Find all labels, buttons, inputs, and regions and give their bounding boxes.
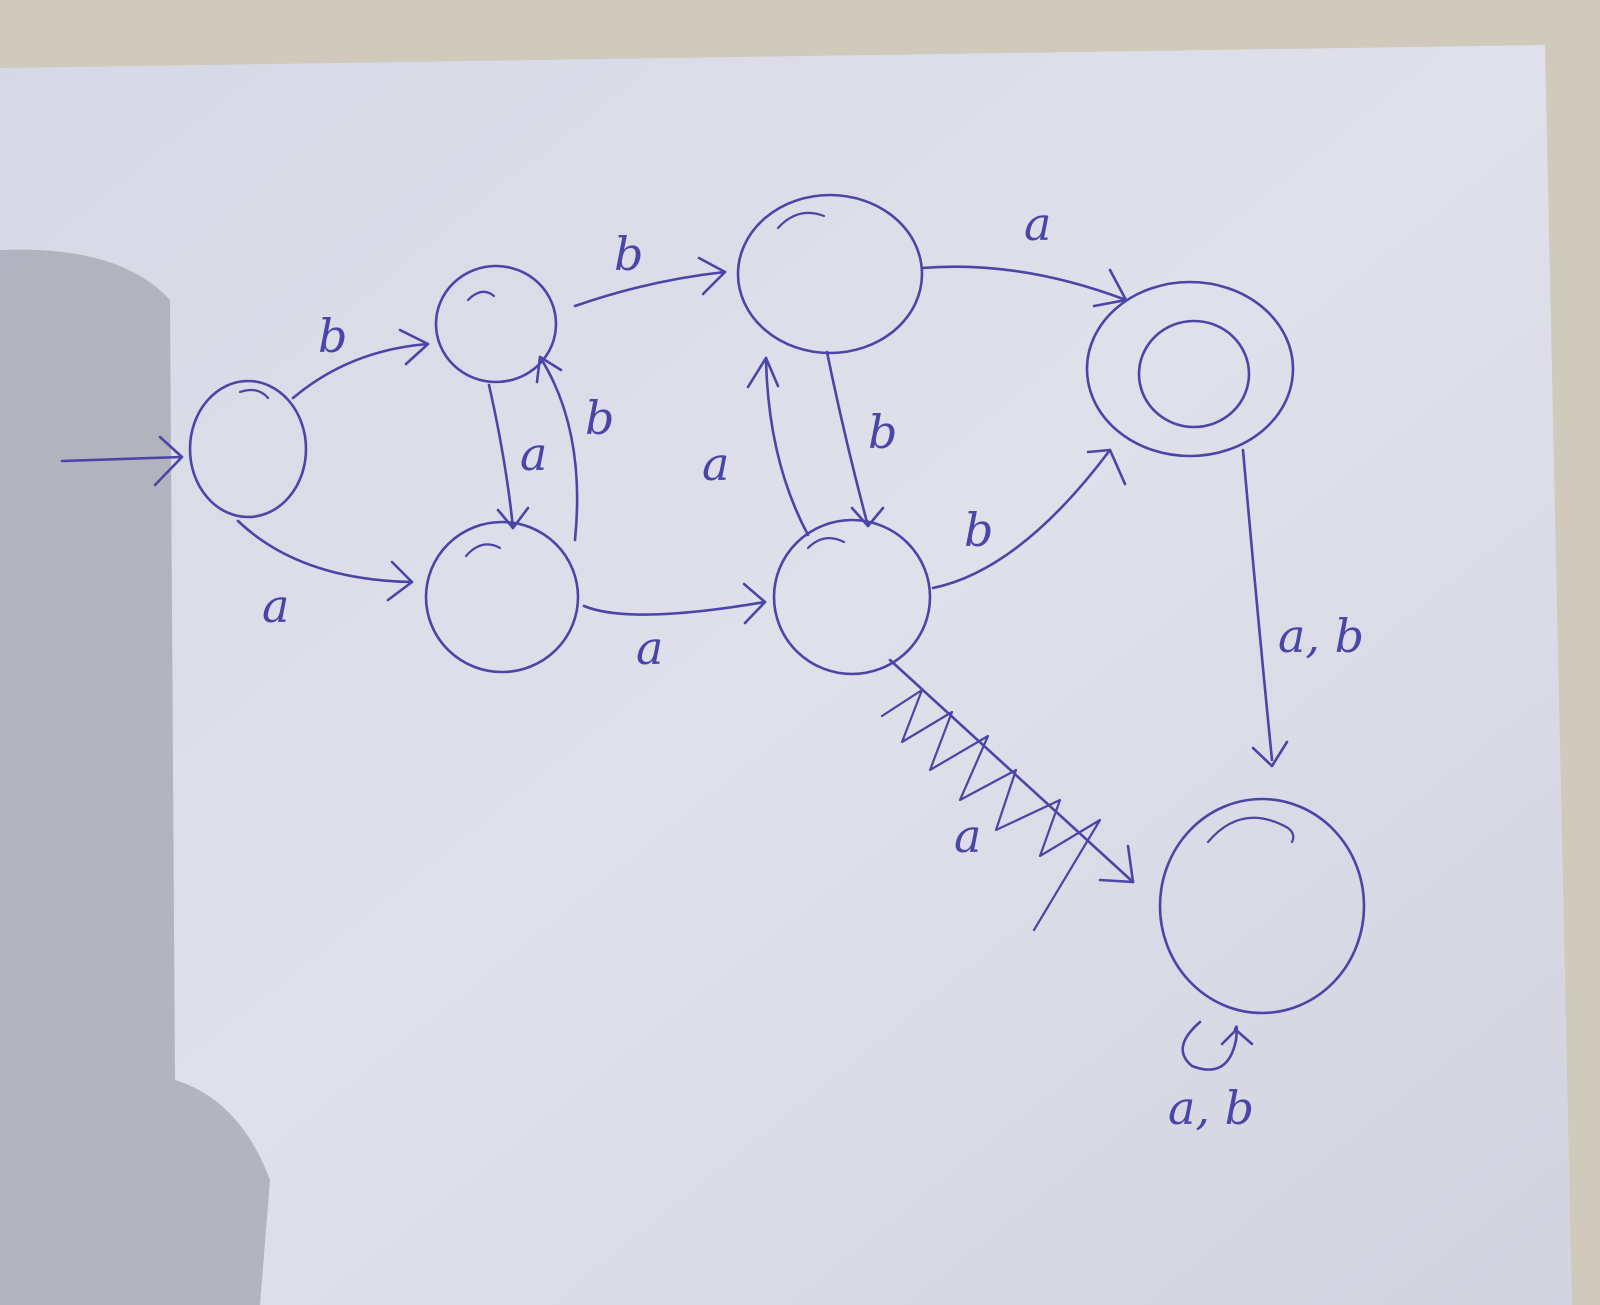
transition-q0-q2 xyxy=(236,519,414,602)
label-q1-q2: a xyxy=(520,427,547,481)
state-q6 xyxy=(1158,797,1366,1015)
transition-q4-q3 xyxy=(746,356,810,537)
state-q3 xyxy=(736,193,924,355)
state-q1 xyxy=(434,264,558,384)
label-q6-self: a, b xyxy=(1168,1081,1254,1135)
transition-q3-q5 xyxy=(920,265,1128,308)
label-q2-q4: a xyxy=(636,621,663,675)
label-q0-q2: a xyxy=(262,579,289,633)
label-q3-q4: b xyxy=(868,405,897,459)
paper-sheet xyxy=(0,45,1572,1305)
label-q4-q5: b xyxy=(964,503,993,557)
state-q4 xyxy=(772,518,932,676)
state-q0 xyxy=(188,379,308,519)
transition-q1-q3 xyxy=(573,256,727,308)
label-q1-q3: b xyxy=(614,227,643,281)
transition-q3-q4 xyxy=(825,350,885,528)
state-q5-accepting xyxy=(1085,280,1295,458)
transition-q2-q1 xyxy=(535,355,579,542)
transition-q1-q2 xyxy=(487,383,530,530)
state-q2 xyxy=(424,520,580,674)
transition-q6-self-loop xyxy=(1181,1020,1254,1071)
transition-q4-q6 xyxy=(888,658,1135,884)
label-q0-q1: b xyxy=(318,309,347,363)
start-arrow xyxy=(60,435,184,487)
label-q3-q5: a xyxy=(1024,197,1051,251)
label-q4-q6: a xyxy=(954,809,981,863)
scribble-mark xyxy=(880,688,1102,932)
transition-q2-q4 xyxy=(582,582,767,625)
transition-q4-q5 xyxy=(931,448,1127,590)
transition-q5-q6 xyxy=(1241,448,1289,768)
transition-q0-q1 xyxy=(291,328,430,400)
label-q4-q3: a xyxy=(702,437,729,491)
shadow xyxy=(0,249,270,1305)
label-q5-q6: a, b xyxy=(1278,609,1364,663)
label-q2-q1: b xyxy=(585,391,614,445)
